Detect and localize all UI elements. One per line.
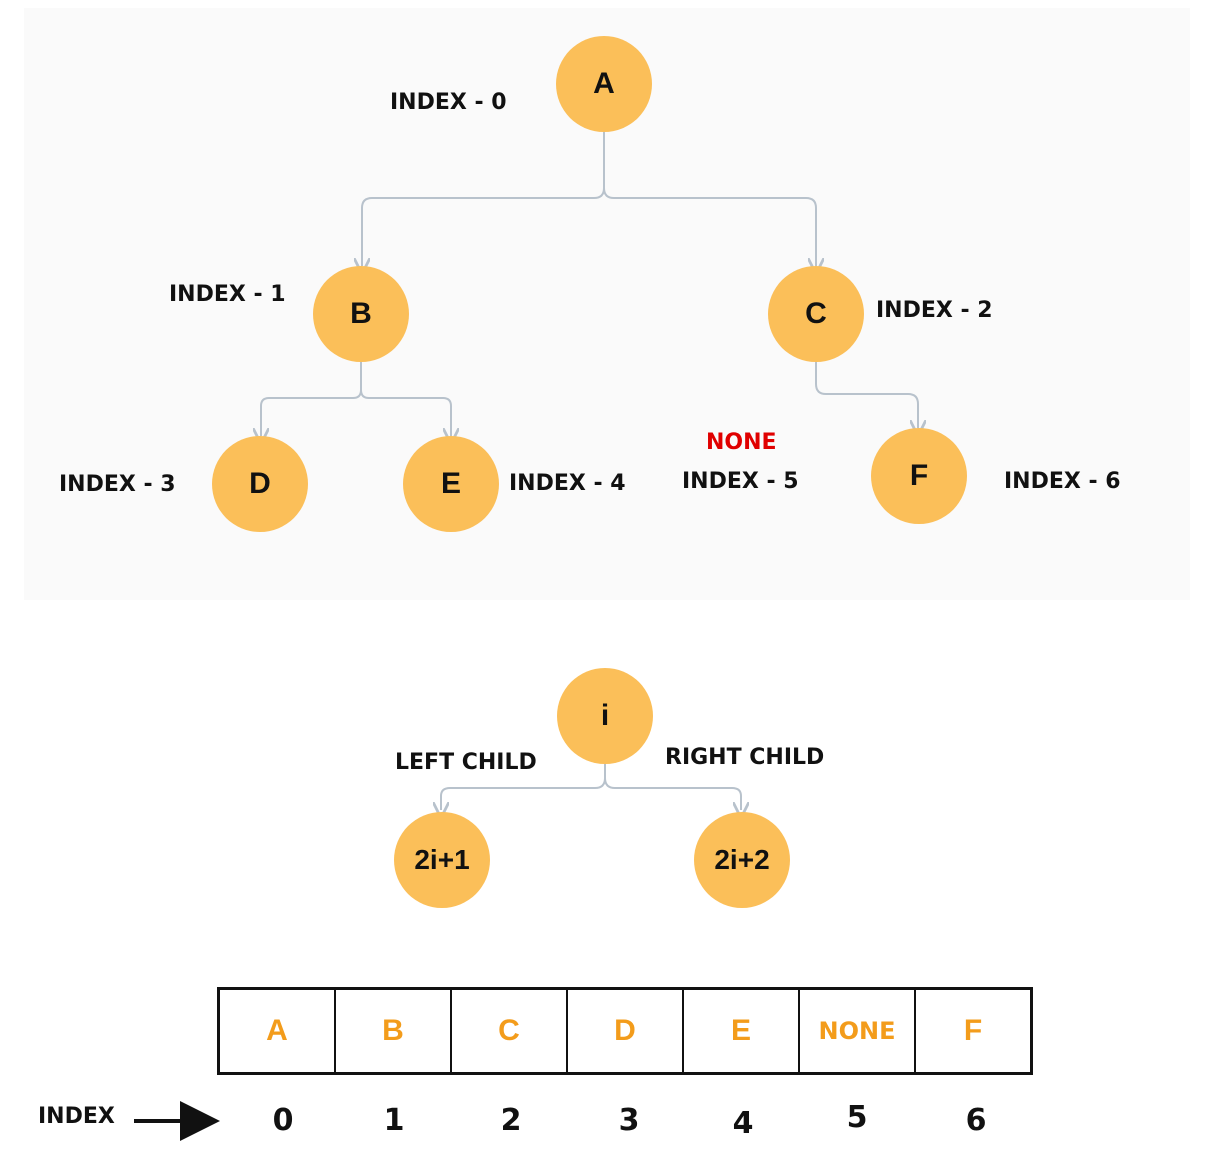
array-index: 4 bbox=[732, 1106, 754, 1141]
array-index: 5 bbox=[846, 1100, 868, 1135]
index-label-b: INDEX - 1 bbox=[169, 282, 286, 307]
edge-i-right bbox=[604, 777, 741, 810]
node-d: D bbox=[212, 436, 308, 532]
node-a: A bbox=[556, 36, 652, 132]
edge-c-f bbox=[815, 362, 918, 428]
edge-i-left bbox=[441, 764, 606, 810]
node-c: C bbox=[768, 266, 864, 362]
index-label-c: INDEX - 2 bbox=[876, 298, 993, 323]
edge-a-b bbox=[362, 132, 605, 266]
node-right-child: 2i+2 bbox=[694, 812, 790, 908]
array-index: 6 bbox=[965, 1103, 987, 1138]
edge-b-d bbox=[261, 362, 362, 436]
edge-b-e bbox=[360, 389, 451, 436]
array-cell: D bbox=[568, 990, 684, 1072]
left-child-label: LEFT CHILD bbox=[395, 750, 537, 775]
edge-a-c bbox=[603, 187, 816, 266]
node-f: F bbox=[871, 428, 967, 524]
array-cell: E bbox=[684, 990, 800, 1072]
array-row: A B C D E NONE F bbox=[217, 987, 1033, 1075]
right-child-label: RIGHT CHILD bbox=[665, 745, 825, 770]
array-index: 2 bbox=[500, 1103, 522, 1138]
node-e: E bbox=[403, 436, 499, 532]
array-cell: B bbox=[336, 990, 452, 1072]
index-label-missing: INDEX - 5 bbox=[682, 469, 799, 494]
index-label-a: INDEX - 0 bbox=[390, 90, 507, 115]
node-parent-i: i bbox=[557, 668, 653, 764]
array-index: 3 bbox=[618, 1103, 640, 1138]
index-label-d: INDEX - 3 bbox=[59, 472, 176, 497]
array-index: 0 bbox=[272, 1103, 294, 1138]
missing-node-label: NONE bbox=[706, 430, 777, 455]
index-label-f: INDEX - 6 bbox=[1004, 469, 1121, 494]
array-cell: NONE bbox=[800, 990, 916, 1072]
array-index: 1 bbox=[383, 1103, 405, 1138]
node-b: B bbox=[313, 266, 409, 362]
node-left-child: 2i+1 bbox=[394, 812, 490, 908]
array-cell: A bbox=[220, 990, 336, 1072]
index-label-e: INDEX - 4 bbox=[509, 471, 626, 496]
array-cell: C bbox=[452, 990, 568, 1072]
index-row-label: INDEX bbox=[38, 1104, 115, 1129]
array-cell: F bbox=[963, 1014, 983, 1047]
